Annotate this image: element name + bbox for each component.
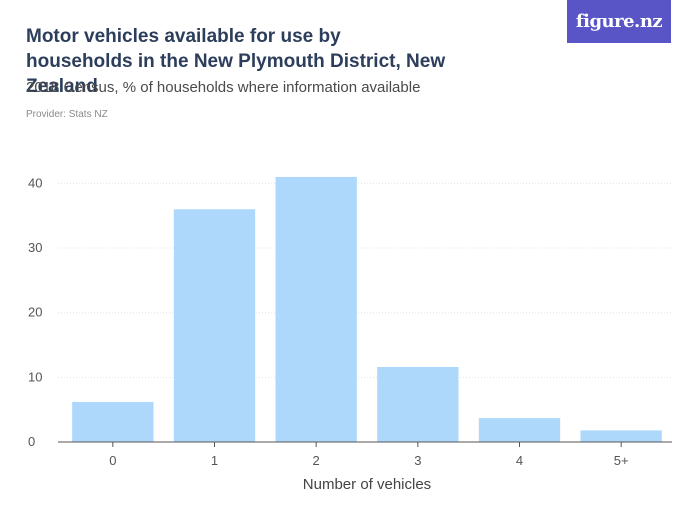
x-tick-label: 4 (516, 453, 523, 468)
y-axis-ticks: 0 10 20 30 40 (28, 175, 42, 449)
x-tick-label: 0 (109, 453, 116, 468)
x-tick-label: 1 (211, 453, 218, 468)
y-tick-label: 40 (28, 175, 42, 190)
x-tick-label: 2 (313, 453, 320, 468)
bar-0[interactable] (72, 401, 154, 442)
y-tick-label: 20 (28, 305, 42, 320)
figure-nz-logo[interactable]: figure.nz (567, 0, 671, 43)
chart-title: Motor vehicles available for use by hous… (26, 26, 446, 97)
x-tick-label: 3 (414, 453, 421, 468)
data-provider: Provider: Stats NZ (26, 109, 108, 120)
bar-3[interactable] (377, 367, 459, 442)
bar-2[interactable] (275, 176, 357, 442)
bar-4[interactable] (478, 418, 561, 442)
chart-subtitle: 2018 Census, % of households where infor… (26, 79, 421, 96)
x-axis-ticks: 0 1 2 3 4 5+ (109, 442, 629, 468)
y-tick-label: 0 (28, 434, 35, 449)
y-tick-label: 30 (28, 240, 42, 255)
x-axis-title: Number of vehicles (303, 476, 431, 493)
x-tick-label: 5+ (614, 453, 629, 468)
bars (72, 176, 662, 442)
gridlines (58, 182, 672, 378)
bar-1[interactable] (173, 209, 256, 442)
bar-5plus[interactable] (580, 430, 662, 442)
y-tick-label: 10 (28, 369, 42, 384)
